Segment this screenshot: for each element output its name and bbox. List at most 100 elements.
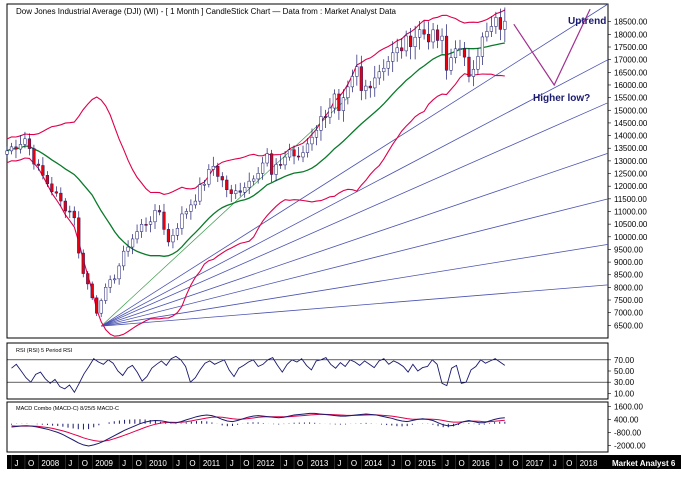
- macd-y-tick-label: 400.00: [614, 415, 639, 424]
- price-y-tick-label: 9500.00: [614, 245, 643, 254]
- candle-body: [122, 250, 126, 267]
- price-y-tick-label: 7000.00: [614, 309, 643, 318]
- candle-body: [283, 156, 287, 166]
- candle-body: [368, 85, 372, 89]
- price-y-tick-label: 8500.00: [614, 271, 643, 280]
- candle-body: [476, 56, 480, 70]
- candle-body: [409, 35, 413, 47]
- candle-body: [458, 48, 462, 50]
- candle-body: [229, 189, 233, 194]
- candle-body: [332, 93, 337, 109]
- candle-body: [489, 26, 493, 32]
- rsi-title: RSI (RSI) 5 Period RSI: [16, 348, 73, 354]
- candle-body: [130, 238, 135, 248]
- candle-body: [261, 162, 265, 174]
- x-tick-label: J: [230, 459, 234, 468]
- uptrend-label: Uptrend: [568, 16, 606, 27]
- price-y-tick-label: 11500.00: [614, 195, 647, 204]
- rsi-y-tick-label: 50.00: [614, 367, 635, 376]
- candle-body: [81, 252, 85, 274]
- price-y-tick-label: 10000.00: [614, 233, 648, 242]
- x-tick-labels: J O 2008 J O 2009 J O 2010 J O 2011 J O 2012 J O 2013 J O 20…: [11, 455, 598, 469]
- rsi-y-axis: 70.00 50.00 30.00 10.00: [608, 356, 635, 398]
- rsi-line: [11, 355, 506, 394]
- price-y-tick-label: 13500.00: [614, 144, 648, 153]
- price-y-tick-label: 16500.00: [614, 68, 648, 77]
- candle-body: [471, 68, 476, 77]
- x-tick-label: O: [82, 459, 88, 468]
- x-tick-label: 2018: [580, 459, 598, 468]
- x-tick-label: 2009: [95, 459, 113, 468]
- candle-body: [27, 138, 32, 149]
- candle-body: [503, 20, 507, 30]
- price-y-tick-label: 7500.00: [614, 296, 643, 305]
- candle-body: [404, 35, 408, 52]
- x-tick-label: O: [243, 459, 249, 468]
- candle-body: [498, 17, 502, 30]
- x-tick-label: J: [14, 459, 18, 468]
- candle-body: [256, 173, 260, 180]
- macd-y-tick-label: -2000.00: [614, 441, 646, 450]
- price-y-tick-label: 10500.00: [614, 220, 648, 229]
- x-tick-label: J: [499, 459, 503, 468]
- candle-body: [166, 229, 171, 243]
- candle-body: [216, 166, 220, 177]
- x-tick-label: 2011: [203, 459, 221, 468]
- x-tick-label: 2015: [418, 459, 436, 468]
- price-y-tick-label: 6500.00: [614, 321, 643, 330]
- moving-average-line: [6, 42, 505, 257]
- candle-body: [480, 36, 485, 57]
- x-tick-label: O: [297, 459, 303, 468]
- candle-body: [270, 153, 274, 175]
- candle-body: [108, 279, 112, 288]
- price-y-tick-label: 13000.00: [614, 157, 648, 166]
- x-tick-label: J: [445, 459, 449, 468]
- candle-body: [274, 164, 278, 175]
- candle-body: [32, 148, 36, 165]
- price-panel: Dow Jones Industrial Average (DJI) (WI) …: [5, 3, 648, 339]
- candle-body: [104, 287, 108, 301]
- rsi-series-line: [11, 355, 506, 394]
- candle-body: [444, 35, 449, 71]
- watermark-box: [608, 455, 681, 469]
- price-y-tick-label: 17500.00: [614, 43, 648, 52]
- candle-body: [162, 211, 166, 230]
- macd-y-tick-label: 1600.00: [614, 402, 643, 411]
- candle-body: [220, 176, 224, 181]
- macd-histogram: [10, 419, 506, 430]
- candle-body: [144, 224, 148, 226]
- candle-body: [113, 278, 117, 281]
- price-y-tick-label: 18000.00: [614, 30, 648, 39]
- fan-lines: [100, 3, 609, 327]
- candle-body: [18, 144, 23, 150]
- x-tick-label: 2008: [41, 459, 59, 468]
- x-tick-label: J: [337, 459, 341, 468]
- candle-body: [265, 153, 269, 164]
- candle-body: [462, 48, 467, 58]
- price-y-tick-label: 12500.00: [614, 170, 648, 179]
- x-tick-label: J: [391, 459, 395, 468]
- candle-body: [238, 190, 242, 193]
- price-y-tick-label: 15500.00: [614, 94, 648, 103]
- candle-body: [45, 175, 49, 185]
- candle-body: [14, 146, 18, 150]
- candle-body: [175, 228, 180, 236]
- fan-line: [101, 284, 609, 327]
- candle-body: [296, 155, 301, 158]
- candle-body: [422, 29, 426, 35]
- rsi-y-tick-label: 10.00: [614, 389, 635, 398]
- candle-body: [95, 297, 99, 314]
- candle-body: [350, 76, 354, 88]
- x-tick-label: J: [176, 459, 180, 468]
- candle-body: [5, 150, 9, 155]
- candle-body: [9, 146, 14, 152]
- x-tick-label: 2017: [526, 459, 544, 468]
- projection-path: [513, 8, 591, 87]
- price-y-tick-label: 12000.00: [614, 182, 648, 191]
- candle-body: [189, 204, 193, 212]
- x-tick-label: O: [351, 459, 357, 468]
- candle-body: [494, 17, 498, 27]
- candle-body: [382, 67, 386, 73]
- candle-body: [23, 138, 27, 145]
